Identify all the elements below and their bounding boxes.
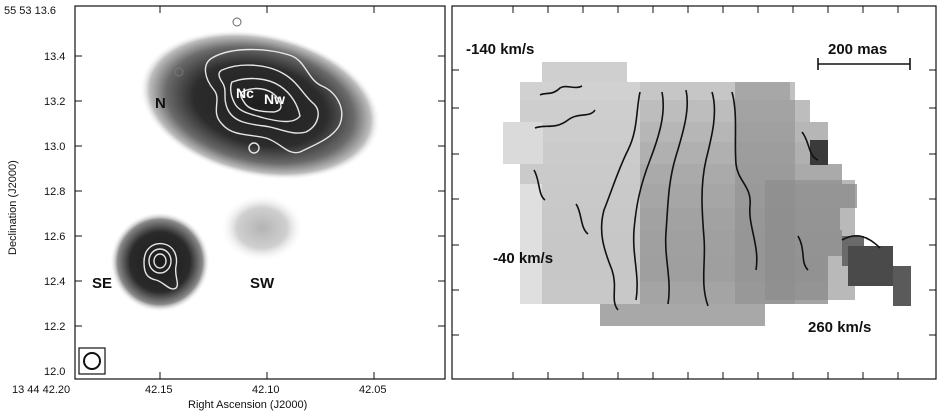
- velocity-label-mid: -40 km/s: [493, 250, 553, 267]
- emission-n: [139, 30, 381, 180]
- contours-se: [143, 242, 179, 290]
- velocity-label-top: -140 km/s: [466, 41, 534, 58]
- beam: [78, 347, 106, 375]
- emission-se: [110, 212, 210, 312]
- y-tick-label: 13.2: [44, 96, 65, 108]
- y-axis-title: Declination (J2000): [7, 160, 19, 255]
- region-label-sw: SW: [250, 275, 275, 292]
- right-panel: 200 mas -140 km/s -40 km/s 260 km/s: [451, 5, 937, 380]
- right-y-ticks: [452, 69, 936, 336]
- scale-bar-label: 200 mas: [828, 41, 887, 58]
- x-tick-label: 42.15: [145, 384, 173, 396]
- y-tick-label: 12.6: [44, 231, 65, 243]
- right-frame: [451, 5, 937, 380]
- emission-sw: [220, 194, 304, 262]
- left-frame: [74, 5, 446, 380]
- velocity-label-bottom: 260 km/s: [808, 319, 871, 336]
- x-tick-label: 42.05: [359, 384, 387, 396]
- dec-origin-label: 55 53 13.6: [4, 5, 56, 17]
- region-label-se: SE: [92, 275, 112, 292]
- small-source: [232, 17, 242, 27]
- region-label-n: N: [155, 95, 166, 112]
- region-label-nc: Nc: [236, 85, 254, 101]
- x-tick-label: 42.10: [252, 384, 280, 396]
- scale-bar: [817, 58, 911, 70]
- y-tick-label: 13.4: [44, 51, 65, 63]
- x-axis-title: Right Ascension (J2000): [188, 399, 307, 411]
- contours-n: [204, 48, 343, 154]
- left-y-ticks: [75, 55, 445, 327]
- y-tick-label: 13.0: [44, 141, 65, 153]
- y-tick-label: 12.4: [44, 276, 65, 288]
- small-source: [174, 67, 184, 77]
- velocity-map: [503, 62, 911, 326]
- emission-image: N Nc Nw SE SW: [78, 17, 381, 375]
- left-x-ticks: [159, 6, 375, 379]
- velocity-field: 200 mas -140 km/s -40 km/s 260 km/s: [466, 41, 911, 336]
- velocity-contours: [533, 85, 881, 311]
- region-label-nw: Nw: [264, 91, 285, 107]
- y-tick-label: 12.0: [44, 366, 65, 378]
- left-panel: N Nc Nw SE SW 55 53 13.6 13.4 13.2 13.0 …: [4, 5, 446, 411]
- right-x-ticks: [512, 6, 899, 379]
- ra-origin-label: 13 44 42.20: [12, 384, 70, 396]
- y-tick-label: 12.2: [44, 321, 65, 333]
- y-tick-label: 12.8: [44, 186, 65, 198]
